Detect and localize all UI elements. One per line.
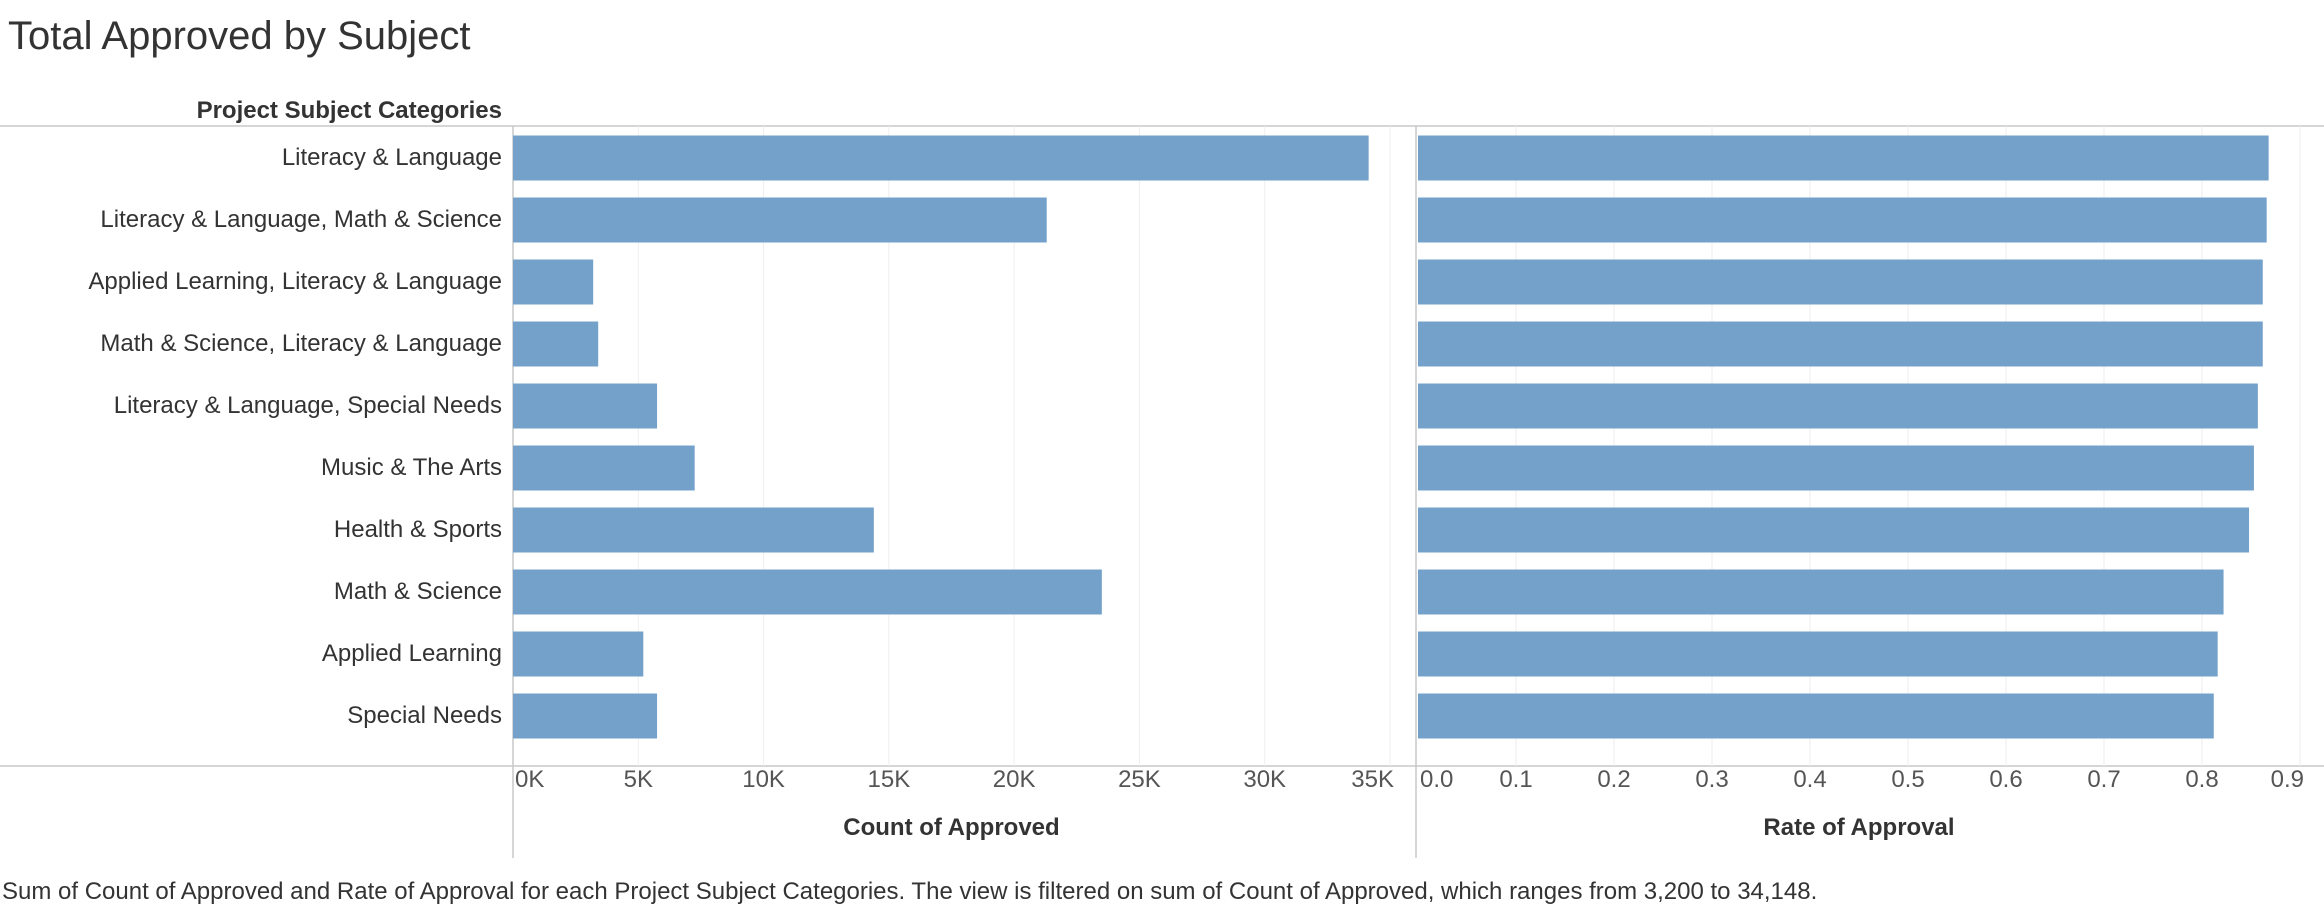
x-tick-label: 35K <box>1351 766 1394 793</box>
x-axis-title: Rate of Approval <box>1763 814 1954 841</box>
bar <box>513 631 644 677</box>
bar <box>1418 569 2224 615</box>
x-axis-title: Count of Approved <box>843 814 1059 841</box>
x-tick-label: 25K <box>1118 766 1161 793</box>
category-label: Math & Science <box>334 578 502 605</box>
x-tick-label: 5K <box>624 766 653 793</box>
x-tick-label: 0.2 <box>1597 766 1630 793</box>
bar <box>1418 507 2250 553</box>
category-label: Applied Learning <box>322 640 502 667</box>
x-tick-label: 0.8 <box>2185 766 2218 793</box>
bar <box>513 259 594 305</box>
x-tick-label: 0.5 <box>1891 766 1924 793</box>
category-label: Literacy & Language, Math & Science <box>100 206 502 233</box>
bar <box>513 321 599 367</box>
bar <box>513 197 1047 243</box>
x-tick-label: 0K <box>515 766 544 793</box>
bar <box>1418 259 2263 305</box>
x-tick-label: 0.1 <box>1499 766 1532 793</box>
row-header-label: Project Subject Categories <box>197 97 502 124</box>
category-label: Math & Science, Literacy & Language <box>100 330 502 357</box>
chart-title: Total Approved by Subject <box>8 14 471 58</box>
category-label: Special Needs <box>347 702 502 729</box>
x-tick-label: 0.0 <box>1420 766 1453 793</box>
bar <box>1418 321 2263 367</box>
category-label: Music & The Arts <box>321 454 502 481</box>
bar <box>1418 135 2269 181</box>
x-tick-label: 0.3 <box>1695 766 1728 793</box>
x-tick-label: 0.9 <box>2271 766 2304 793</box>
bar <box>513 569 1102 615</box>
bar <box>513 693 658 739</box>
x-tick-label: 30K <box>1243 766 1286 793</box>
x-tick-label: 0.6 <box>1989 766 2022 793</box>
x-tick-label: 0.4 <box>1793 766 1826 793</box>
bar <box>1418 693 2214 739</box>
bar <box>513 135 1369 181</box>
x-tick-label: 10K <box>742 766 785 793</box>
x-tick-label: 15K <box>868 766 911 793</box>
bar <box>1418 631 2218 677</box>
category-label: Literacy & Language <box>282 144 502 171</box>
bar <box>513 507 874 553</box>
bar <box>1418 445 2254 491</box>
category-label: Health & Sports <box>334 516 502 543</box>
x-tick-label: 20K <box>993 766 1036 793</box>
bar <box>1418 197 2267 243</box>
bar <box>1418 383 2258 429</box>
bar <box>513 445 695 491</box>
chart-caption: Sum of Count of Approved and Rate of App… <box>2 878 1818 905</box>
category-label: Applied Learning, Literacy & Language <box>88 268 502 295</box>
x-tick-label: 0.7 <box>2087 766 2120 793</box>
bar <box>513 383 658 429</box>
category-label: Literacy & Language, Special Needs <box>114 392 502 419</box>
